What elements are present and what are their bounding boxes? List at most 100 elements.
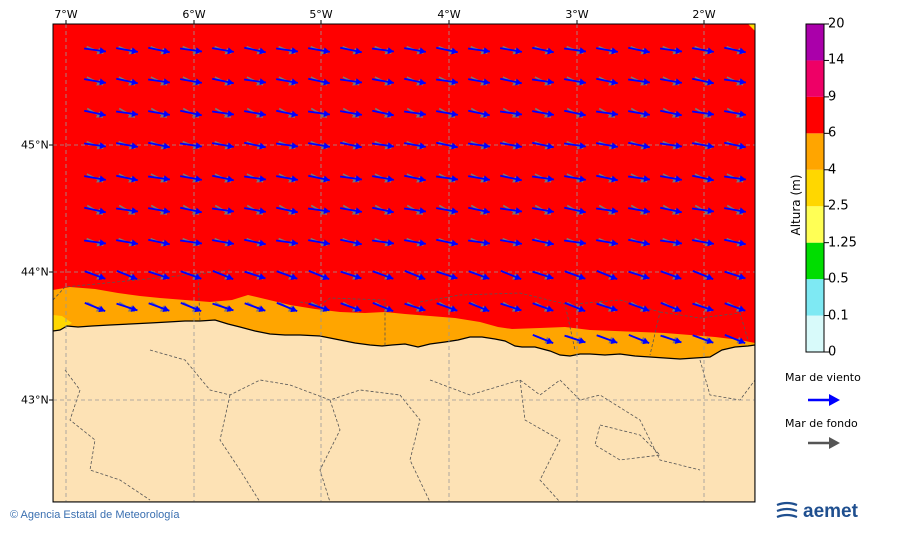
wind-arrow — [339, 175, 363, 183]
wind-arrow — [724, 238, 746, 247]
wind-arrow — [339, 78, 363, 86]
wind-arrow — [148, 302, 170, 312]
colorbar-segment — [806, 242, 824, 280]
wind-arrow — [660, 206, 682, 215]
wind-arrow — [628, 334, 650, 345]
wind-arrow — [404, 174, 426, 183]
colorbar-level-label: 1.25 — [828, 235, 857, 251]
wind-arrow — [500, 47, 522, 55]
wind-arrow — [724, 46, 746, 55]
wind-arrow — [436, 141, 458, 150]
wind-arrow — [276, 206, 298, 215]
wind-arrow — [532, 238, 554, 247]
wind-arrow — [244, 238, 266, 247]
wind-arrow — [724, 141, 746, 150]
wind-arrow — [148, 270, 170, 280]
wind-arrow — [468, 270, 490, 280]
wind-arrow — [723, 175, 747, 183]
wind-arrow — [532, 110, 554, 118]
wind-arrow — [404, 302, 426, 312]
wind-arrow — [500, 174, 522, 183]
lon-tick-3w: 3°W — [565, 8, 589, 21]
wind-arrow — [628, 46, 650, 55]
wind-arrow — [660, 78, 682, 86]
wind-arrow — [436, 302, 458, 312]
lon-tick-7w: 7°W — [54, 8, 78, 21]
wind-arrow — [595, 110, 619, 118]
wind-arrow — [276, 109, 298, 118]
wind-arrow — [692, 239, 714, 247]
land-borders — [53, 269, 755, 502]
wind-arrow — [532, 46, 554, 55]
wind-arrow — [115, 110, 139, 118]
wind-arrow — [404, 77, 426, 86]
wind-arrow — [372, 302, 394, 313]
wind-arrow — [595, 207, 619, 215]
wind-arrow — [532, 302, 554, 312]
wind-arrow — [243, 175, 267, 183]
wind-arrow — [180, 270, 202, 280]
wind-arrow — [724, 270, 746, 280]
wind-arrow — [307, 207, 331, 215]
wind-arrow — [435, 78, 459, 86]
wind-arrow — [371, 239, 395, 247]
wind-arrow — [243, 78, 267, 86]
wind-arrow — [628, 238, 650, 247]
wind-arrow — [724, 207, 746, 215]
wind-arrow — [628, 207, 650, 215]
wind-arrow — [660, 270, 682, 280]
colorbar-level-label: 20 — [828, 16, 845, 32]
wind-arrow — [212, 239, 234, 247]
wind-arrow — [308, 239, 330, 247]
colorbar-level-label: 9 — [828, 89, 837, 105]
wind-arrow — [564, 78, 586, 86]
wind-arrow — [564, 109, 586, 118]
wind-arrow — [468, 175, 490, 183]
wind-arrow — [467, 47, 491, 55]
wind-arrow — [372, 78, 394, 86]
wind-arrow — [115, 207, 139, 215]
lat-tick-43n: 43°N — [21, 393, 49, 407]
wind-arrow — [596, 334, 618, 344]
aemet-logo[interactable]: aemet — [775, 500, 858, 524]
wind-arrow — [468, 302, 490, 313]
inner-yellow-band — [53, 315, 72, 330]
wind-arrow — [148, 238, 170, 247]
wind-arrow — [83, 239, 107, 247]
colorbar — [806, 24, 824, 352]
wind-arrow — [148, 110, 170, 118]
wind-arrow — [564, 175, 586, 183]
wind-arrow — [372, 206, 394, 215]
wind-arrow — [692, 142, 714, 150]
wind-arrow — [692, 47, 714, 55]
wind-arrow — [180, 175, 202, 183]
lat-tick-44n: 44°N — [21, 265, 49, 279]
wind-arrow — [468, 109, 490, 118]
wind-arrow — [499, 207, 523, 215]
wind-arrow — [244, 302, 266, 312]
wind-arrow — [340, 207, 362, 215]
wind-arrow — [564, 270, 586, 280]
wind-arrow — [372, 270, 394, 280]
wind-arrow — [467, 239, 491, 247]
wind-arrow — [84, 270, 106, 280]
wind-arrow — [596, 239, 618, 247]
wind-arrow — [148, 207, 170, 215]
wind-arrow — [532, 141, 554, 150]
wind-arrow — [276, 302, 298, 313]
wind-arrow — [340, 270, 362, 280]
lon-tick-4w: 4°W — [437, 8, 461, 21]
wind-arrow — [116, 239, 138, 247]
wind-arrow — [436, 110, 458, 118]
wind-arrow — [179, 47, 203, 55]
colorbar-segment — [806, 133, 824, 170]
wind-arrow — [659, 142, 683, 150]
wind-arrow — [436, 270, 458, 280]
wind-arrow — [724, 110, 746, 118]
wind-arrow — [724, 302, 746, 312]
wind-arrow — [628, 141, 650, 150]
wind-arrow — [627, 175, 651, 183]
wind-arrow — [692, 270, 714, 281]
wind-arrow — [83, 142, 107, 150]
